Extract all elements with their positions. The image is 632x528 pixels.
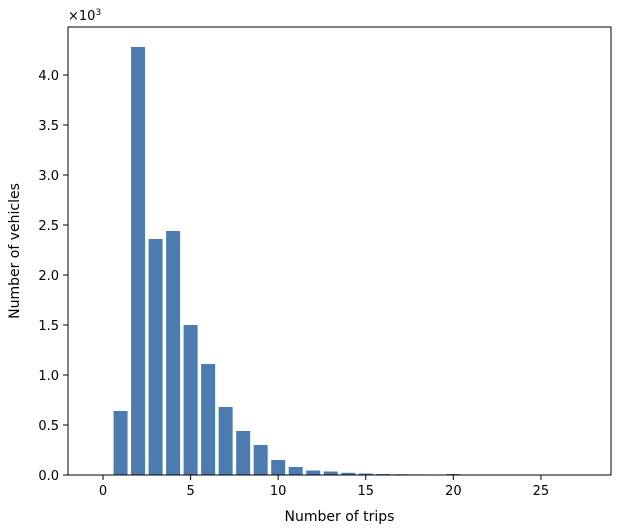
x-tick-label: 20 <box>445 484 462 499</box>
bar-12 <box>306 470 321 475</box>
bar-5 <box>183 325 198 475</box>
y-axis-label: Number of vehicles <box>7 183 23 319</box>
x-tick-label: 10 <box>270 484 287 499</box>
y-tick-label: 1.0 <box>38 369 59 384</box>
y-tick-label: 4.0 <box>38 69 59 84</box>
bar-8 <box>236 431 251 475</box>
bar-11 <box>288 467 303 475</box>
x-tick-label: 0 <box>99 484 107 499</box>
bar-1 <box>113 411 128 475</box>
x-tick-label: 25 <box>533 484 550 499</box>
bar-2 <box>131 47 146 475</box>
y-tick-label: 0.5 <box>38 419 59 434</box>
plot-area-frame <box>67 26 612 476</box>
x-tick-label: 5 <box>186 484 194 499</box>
y-tick-label: 3.5 <box>38 119 59 134</box>
y-axis-scale-multiplier: ×103 <box>68 8 101 24</box>
bar-6 <box>201 364 216 475</box>
bar-series <box>113 47 461 475</box>
bar-4 <box>166 231 181 475</box>
bar-3 <box>148 239 163 475</box>
y-tick-label: 2.0 <box>38 269 59 284</box>
y-tick-label: 2.5 <box>38 219 59 234</box>
bar-10 <box>271 460 286 475</box>
bar-13 <box>323 471 338 475</box>
bar-14 <box>341 472 356 475</box>
x-axis: 0 5 10 15 20 25 <box>99 475 549 499</box>
x-tick-label: 15 <box>358 484 375 499</box>
y-tick-label: 0.0 <box>38 469 59 484</box>
y-tick-label: 1.5 <box>38 319 59 334</box>
x-axis-label: Number of trips <box>285 509 395 525</box>
y-tick-label: 3.0 <box>38 169 59 184</box>
y-axis: 0.0 0.5 1.0 1.5 2.0 2.5 3.0 3.5 4.0 <box>38 69 68 484</box>
bar-9 <box>253 445 268 475</box>
bar-7 <box>218 407 233 475</box>
bar-15 <box>358 473 373 475</box>
